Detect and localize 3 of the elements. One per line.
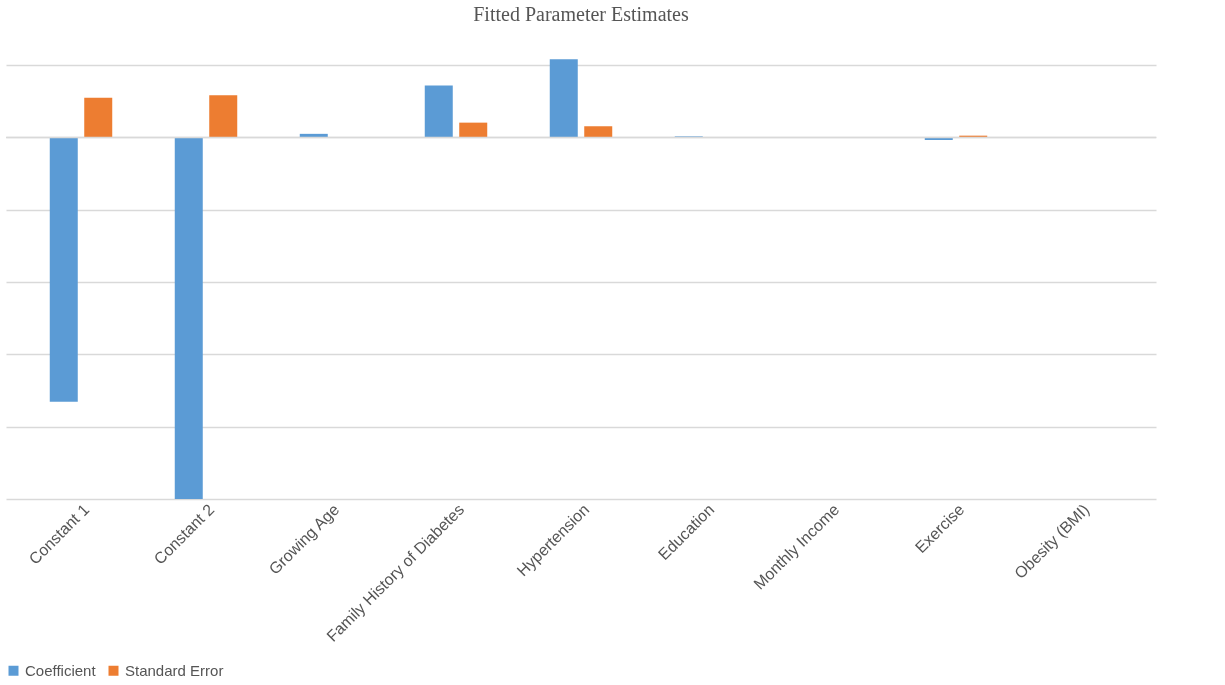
legend-label: Standard Error (125, 661, 224, 679)
chart-title: Fitted Parameter Estimates (473, 3, 689, 25)
legend-label: Coefficient (25, 661, 97, 679)
